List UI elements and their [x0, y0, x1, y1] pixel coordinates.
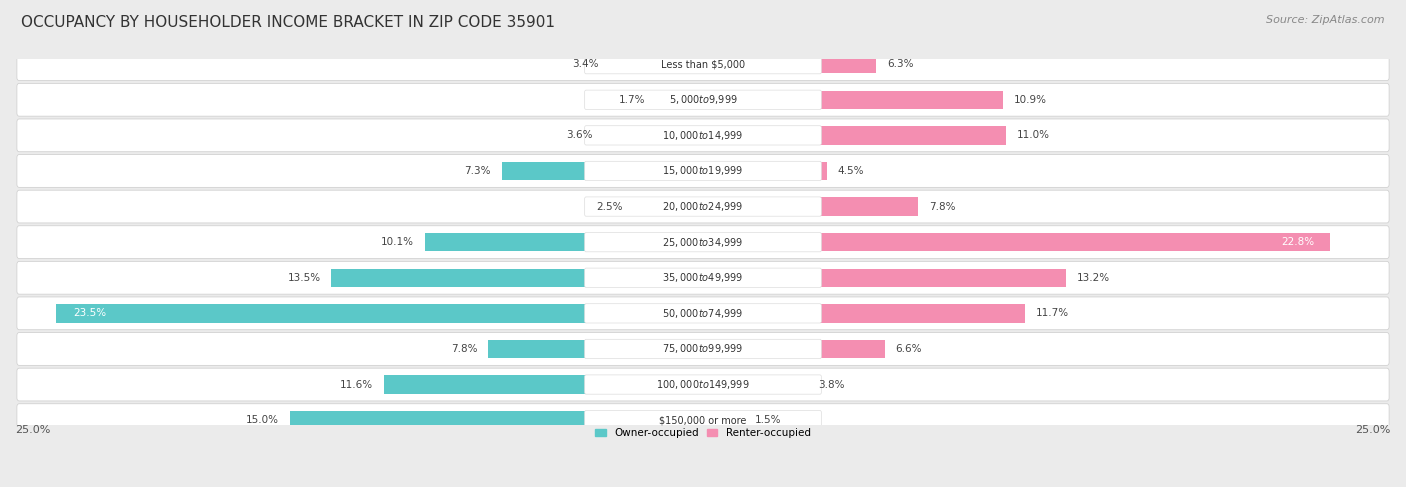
Text: $35,000 to $49,999: $35,000 to $49,999 [662, 271, 744, 284]
Bar [703, 411, 744, 430]
FancyBboxPatch shape [585, 411, 821, 430]
Text: 1.7%: 1.7% [619, 95, 645, 105]
Bar [703, 162, 827, 180]
Bar [502, 162, 703, 180]
Text: 25.0%: 25.0% [1355, 426, 1391, 435]
FancyBboxPatch shape [585, 375, 821, 394]
Text: $100,000 to $149,999: $100,000 to $149,999 [657, 378, 749, 391]
Text: 11.0%: 11.0% [1017, 131, 1050, 140]
Text: $150,000 or more: $150,000 or more [659, 415, 747, 425]
Text: $20,000 to $24,999: $20,000 to $24,999 [662, 200, 744, 213]
FancyBboxPatch shape [17, 333, 1389, 365]
FancyBboxPatch shape [17, 404, 1389, 436]
Bar [703, 375, 807, 394]
Text: $50,000 to $74,999: $50,000 to $74,999 [662, 307, 744, 320]
FancyBboxPatch shape [585, 339, 821, 358]
Text: 7.8%: 7.8% [451, 344, 477, 354]
Text: 1.5%: 1.5% [755, 415, 782, 425]
Text: 6.6%: 6.6% [896, 344, 922, 354]
Bar [703, 55, 876, 74]
Bar [56, 304, 703, 322]
Text: 3.8%: 3.8% [818, 379, 845, 390]
Bar [605, 126, 703, 145]
Text: $25,000 to $34,999: $25,000 to $34,999 [662, 236, 744, 249]
Bar [290, 411, 703, 430]
FancyBboxPatch shape [585, 126, 821, 145]
Text: 3.6%: 3.6% [567, 131, 593, 140]
FancyBboxPatch shape [17, 226, 1389, 259]
Text: 13.2%: 13.2% [1077, 273, 1111, 283]
Text: $75,000 to $99,999: $75,000 to $99,999 [662, 342, 744, 356]
FancyBboxPatch shape [17, 119, 1389, 152]
Text: $10,000 to $14,999: $10,000 to $14,999 [662, 129, 744, 142]
Bar [384, 375, 703, 394]
Bar [703, 126, 1005, 145]
Bar [703, 233, 1330, 251]
Bar [425, 233, 703, 251]
Text: Less than $5,000: Less than $5,000 [661, 59, 745, 69]
FancyBboxPatch shape [17, 83, 1389, 116]
Bar [332, 268, 703, 287]
FancyBboxPatch shape [17, 297, 1389, 330]
Text: Source: ZipAtlas.com: Source: ZipAtlas.com [1267, 15, 1385, 25]
FancyBboxPatch shape [17, 368, 1389, 401]
Legend: Owner-occupied, Renter-occupied: Owner-occupied, Renter-occupied [591, 424, 815, 442]
Text: $5,000 to $9,999: $5,000 to $9,999 [669, 94, 737, 106]
Text: 22.8%: 22.8% [1281, 237, 1315, 247]
FancyBboxPatch shape [17, 48, 1389, 80]
Text: 15.0%: 15.0% [246, 415, 280, 425]
FancyBboxPatch shape [585, 161, 821, 181]
Bar [703, 91, 1002, 109]
Text: 13.5%: 13.5% [287, 273, 321, 283]
Text: 10.9%: 10.9% [1014, 95, 1047, 105]
Text: OCCUPANCY BY HOUSEHOLDER INCOME BRACKET IN ZIP CODE 35901: OCCUPANCY BY HOUSEHOLDER INCOME BRACKET … [21, 15, 555, 30]
Bar [488, 340, 703, 358]
Text: 10.1%: 10.1% [381, 237, 413, 247]
FancyBboxPatch shape [17, 154, 1389, 187]
Bar [657, 91, 703, 109]
FancyBboxPatch shape [17, 190, 1389, 223]
FancyBboxPatch shape [17, 262, 1389, 294]
Text: 4.5%: 4.5% [838, 166, 865, 176]
FancyBboxPatch shape [585, 90, 821, 110]
Text: 25.0%: 25.0% [15, 426, 51, 435]
FancyBboxPatch shape [585, 304, 821, 323]
Text: 11.6%: 11.6% [340, 379, 373, 390]
Text: $15,000 to $19,999: $15,000 to $19,999 [662, 165, 744, 177]
Bar [634, 197, 703, 216]
Text: 11.7%: 11.7% [1036, 308, 1069, 318]
Bar [703, 304, 1025, 322]
Text: 3.4%: 3.4% [572, 59, 599, 69]
Text: 7.8%: 7.8% [929, 202, 955, 211]
Text: 2.5%: 2.5% [596, 202, 623, 211]
Bar [703, 268, 1066, 287]
FancyBboxPatch shape [585, 268, 821, 287]
Bar [703, 340, 884, 358]
Text: 23.5%: 23.5% [73, 308, 105, 318]
Bar [703, 197, 918, 216]
FancyBboxPatch shape [585, 55, 821, 74]
FancyBboxPatch shape [585, 232, 821, 252]
Text: 7.3%: 7.3% [464, 166, 491, 176]
Bar [609, 55, 703, 74]
Text: 6.3%: 6.3% [887, 59, 914, 69]
FancyBboxPatch shape [585, 197, 821, 216]
